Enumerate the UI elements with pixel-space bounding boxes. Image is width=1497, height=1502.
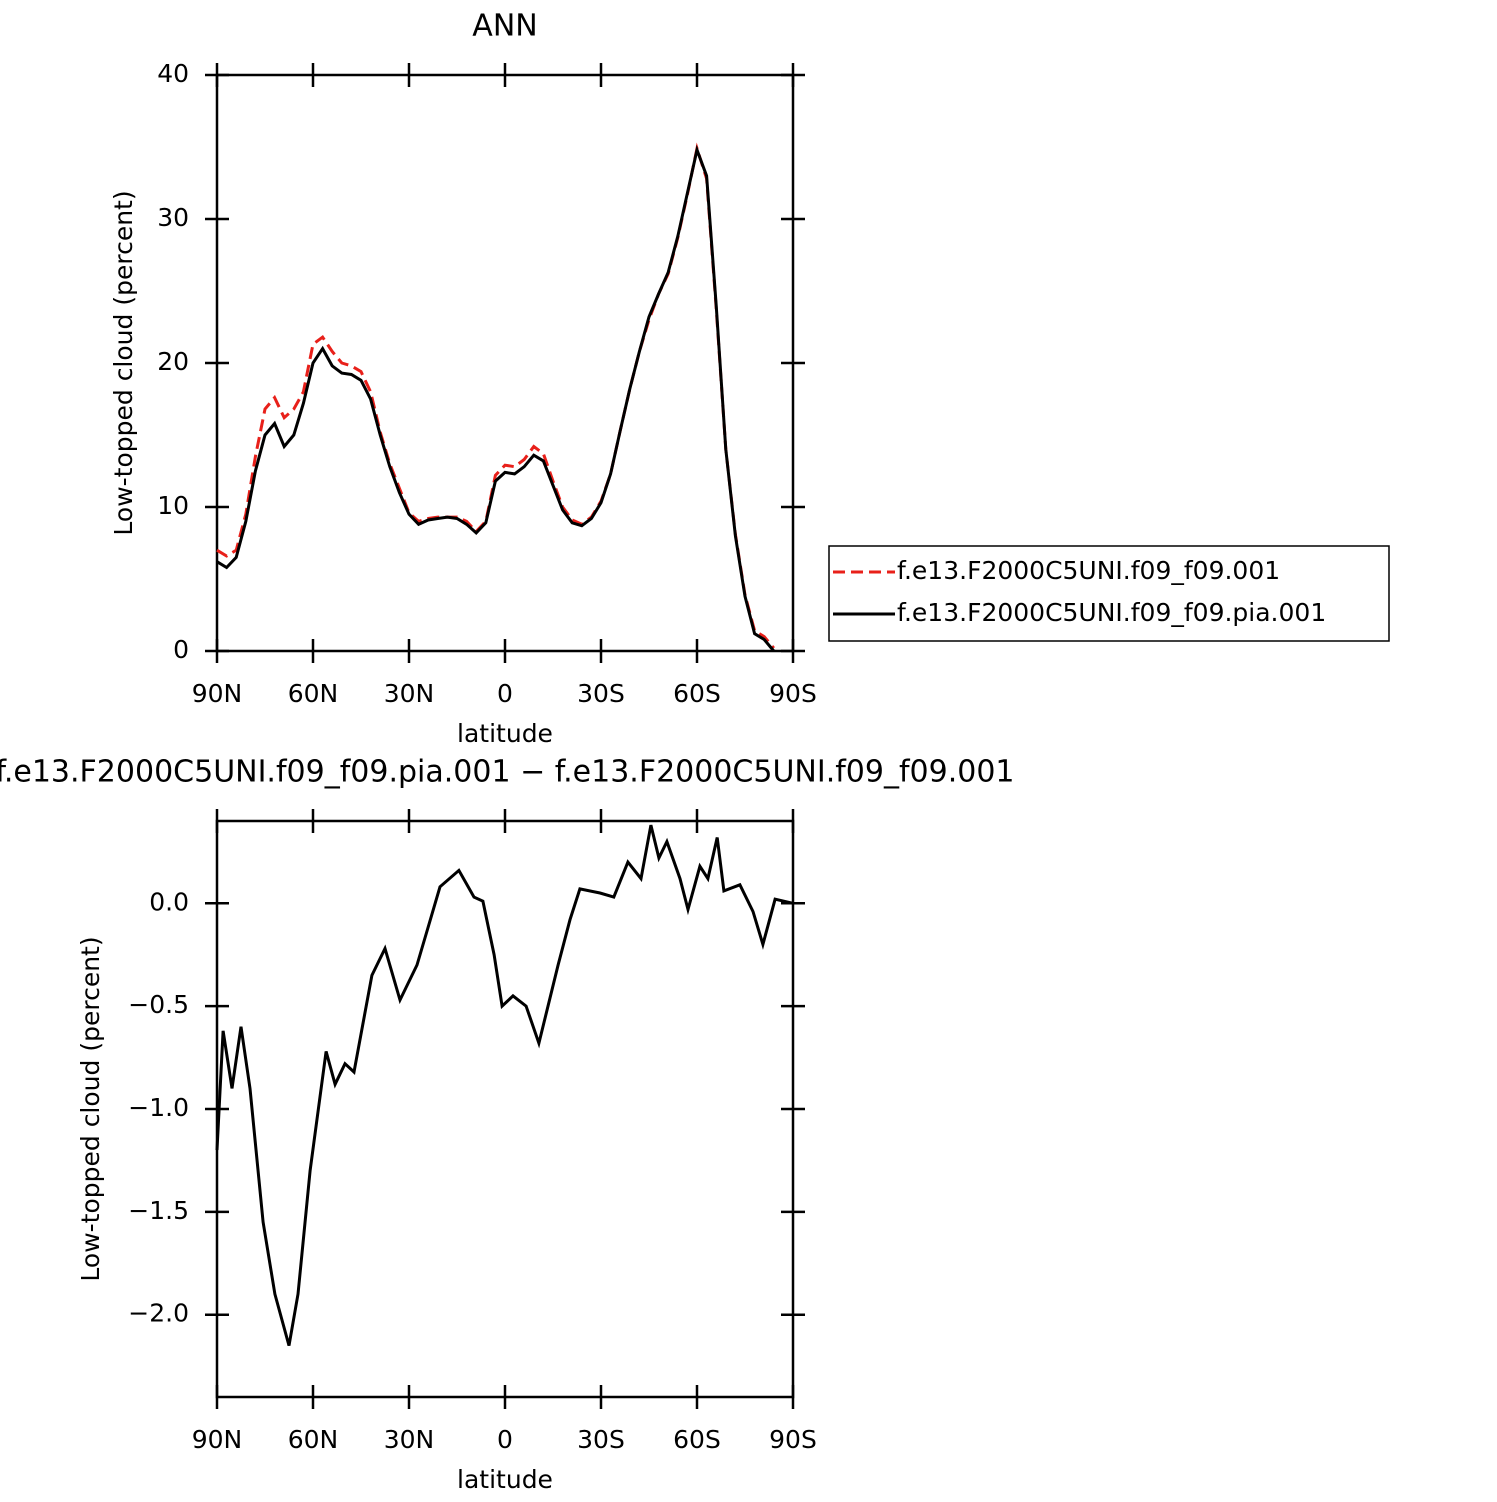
x-tick-label: 90S (769, 679, 817, 708)
legend-label: f.e13.F2000C5UNI.f09_f09.pia.001 (897, 598, 1326, 627)
x-tick-label: 60N (288, 1425, 339, 1454)
x-axis-label: latitude (457, 719, 553, 748)
x-tick-label: 30S (577, 1425, 625, 1454)
data-line (216, 142, 775, 650)
y-axis-label: Low-topped cloud (percent) (109, 190, 138, 535)
x-tick-label: 30S (577, 679, 625, 708)
y-tick-label: −2.0 (128, 1299, 189, 1328)
x-tick-label: 90S (769, 1425, 817, 1454)
y-tick-label: 0 (173, 635, 189, 664)
x-axis-label: latitude (457, 1465, 553, 1494)
y-tick-label: −1.0 (128, 1093, 189, 1122)
y-tick-label: −1.5 (128, 1196, 189, 1225)
legend-label: f.e13.F2000C5UNI.f09_f09.001 (897, 556, 1280, 585)
x-tick-label: 30N (384, 679, 435, 708)
data-line (216, 144, 775, 652)
x-tick-label: 0 (497, 679, 513, 708)
y-tick-label: 20 (157, 347, 189, 376)
x-tick-label: 60S (673, 679, 721, 708)
chart-title: f.e13.F2000C5UNI.f09_f09.pia.001 − f.e13… (0, 755, 1015, 790)
y-tick-label: 30 (157, 203, 189, 232)
y-tick-label: 0.0 (149, 887, 189, 916)
y-tick-label: 10 (157, 491, 189, 520)
data-line (215, 824, 794, 1346)
x-tick-label: 90N (192, 679, 243, 708)
legend-box (828, 545, 1390, 642)
x-tick-label: 60S (673, 1425, 721, 1454)
plot-frame (215, 73, 795, 653)
x-tick-label: 30N (384, 1425, 435, 1454)
x-tick-label: 90N (192, 1425, 243, 1454)
x-tick-label: 60N (288, 679, 339, 708)
x-tick-label: 0 (497, 1425, 513, 1454)
y-tick-label: 40 (157, 59, 189, 88)
y-axis-label: Low-topped cloud (percent) (76, 936, 105, 1281)
y-tick-label: −0.5 (128, 990, 189, 1019)
chart-title: ANN (472, 9, 537, 44)
plot-frame (215, 819, 795, 1399)
